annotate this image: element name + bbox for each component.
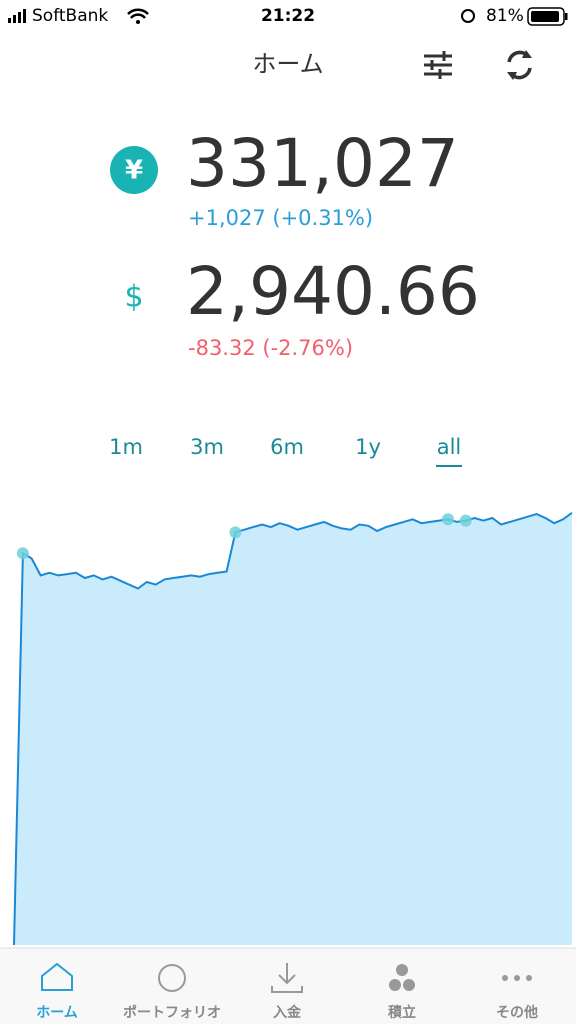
portfolio-icon: [158, 964, 186, 992]
nav-item[interactable]: その他: [496, 1004, 538, 1021]
status-bar: SoftBank 21:22 81%: [8, 6, 568, 26]
nav-labels: ホーム ポートフォリオ 入金 積立 その他: [36, 1004, 538, 1021]
tab-bar: [0, 948, 576, 1024]
savings-icon: [403, 979, 415, 991]
filter-button[interactable]: [424, 51, 452, 79]
currency-symbol: $: [124, 280, 143, 315]
clock: 21:22: [261, 6, 315, 26]
battery-level: 81%: [486, 6, 524, 26]
marker: [16, 547, 29, 560]
alarm-icon: [461, 9, 475, 23]
more-icon: [502, 975, 508, 981]
carrier: SoftBank: [32, 6, 108, 26]
marker: [459, 514, 472, 527]
more-icon: [526, 975, 532, 981]
deposit-icon: [271, 963, 303, 993]
range-tab[interactable]: all: [437, 435, 462, 459]
wifi-icon: [127, 8, 149, 19]
signal: [8, 18, 11, 23]
balance-change: +1,027 (+0.31%): [188, 206, 373, 230]
header-title: ホーム: [252, 50, 323, 78]
nav-item[interactable]: ホーム: [36, 1005, 78, 1021]
signal: [18, 12, 21, 23]
range-tab[interactable]: 6m: [270, 435, 304, 459]
refresh-button[interactable]: [507, 50, 532, 80]
nav-item[interactable]: ポートフォリオ: [123, 1004, 221, 1021]
marker: [442, 513, 454, 526]
battery-icon: [531, 11, 559, 22]
battery-icon: [527, 7, 565, 26]
currency-symbol: ¥: [125, 156, 143, 186]
chart: [13, 511, 573, 946]
range-tab[interactable]: 1m: [109, 435, 143, 459]
signal: [23, 9, 26, 23]
line: [13, 511, 573, 946]
area-fill: [14, 512, 572, 945]
nav-item[interactable]: 入金: [273, 1004, 302, 1021]
balance-change: -83.32 (-2.76%): [188, 336, 353, 360]
savings-icon: [396, 964, 408, 976]
range-tab[interactable]: 3m: [190, 435, 224, 459]
home-icon: [41, 962, 73, 991]
yen-badge: [110, 146, 158, 194]
wifi-icon: [136, 20, 140, 24]
savings-icon: [389, 979, 401, 991]
balance-amount: 331,027: [186, 125, 459, 202]
more-icon: [514, 975, 520, 981]
battery-icon: [565, 13, 568, 20]
signal: [13, 15, 16, 23]
refresh-icon: [507, 50, 532, 80]
range-tabs: 1m 3m 6m 1y all: [109, 435, 462, 467]
nav-item[interactable]: 積立: [387, 1004, 416, 1021]
balance-amount: 2,940.66: [186, 253, 480, 330]
range-tab[interactable]: 1y: [355, 435, 381, 459]
marker: [229, 526, 242, 539]
